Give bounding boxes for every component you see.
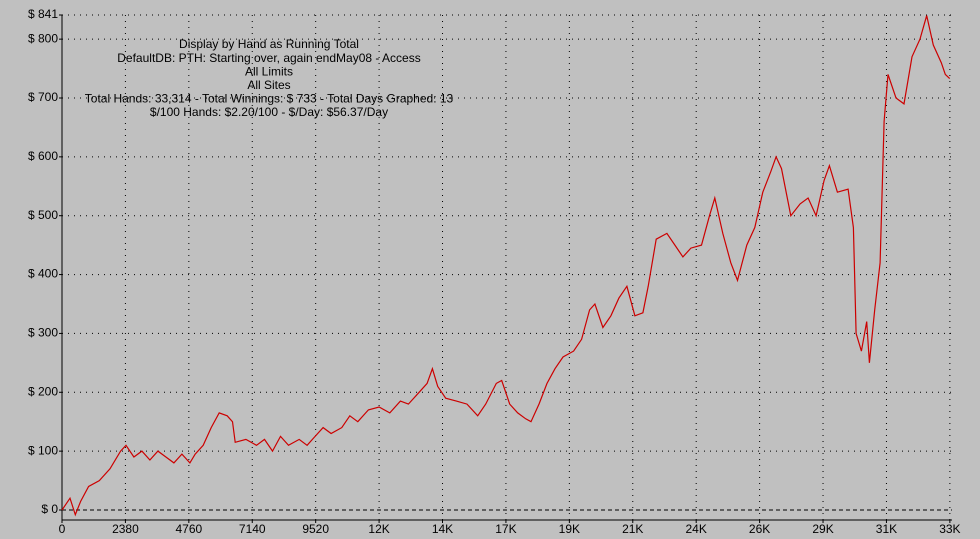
y-tick-label: $ 200 [28, 384, 58, 398]
y-tick-label: $ 700 [28, 90, 58, 104]
y-tick-label: $ 800 [28, 31, 58, 45]
annotation: Total Hands: 33,314 - Total Winnings: $ … [85, 92, 454, 106]
x-tick-label: 7140 [239, 522, 266, 536]
x-tick-label: 33K [939, 522, 960, 536]
annotation: DefaultDB: PTH: Starting over, again end… [117, 51, 420, 65]
x-tick-label: 14K [432, 522, 453, 536]
x-tick-label: 19K [559, 522, 580, 536]
x-tick-label: 24K [686, 522, 707, 536]
x-tick-label: 31K [876, 522, 897, 536]
y-tick-label: $ 500 [28, 208, 58, 222]
annotation: Display by Hand as Running Total [179, 37, 359, 51]
x-tick-label: 17K [495, 522, 516, 536]
x-tick-label: 29K [812, 522, 833, 536]
x-tick-label: 26K [749, 522, 770, 536]
annotation: All Limits [245, 64, 293, 78]
line [61, 15, 951, 517]
y-tick-label: $ 300 [28, 326, 58, 340]
annotation: $/100 Hands: $2.20/100 - $/Day: $56.37/D… [150, 105, 388, 119]
x-tick-label: 21K [622, 522, 643, 536]
x-tick-label: 4760 [175, 522, 202, 536]
x-tick-label: 2380 [112, 522, 139, 536]
y-tick-label: $ 841 [28, 7, 58, 21]
y-tick-label: $ 600 [28, 149, 58, 163]
x-tick-label: 9520 [302, 522, 329, 536]
y-tick-label: $ 100 [28, 443, 58, 457]
x-tick-label: 0 [59, 522, 66, 536]
x-tick-label: 12K [368, 522, 389, 536]
y-tick-label: $ 400 [28, 267, 58, 281]
y-tick-label: $ 0 [41, 502, 58, 516]
annotation: All Sites [247, 78, 290, 92]
